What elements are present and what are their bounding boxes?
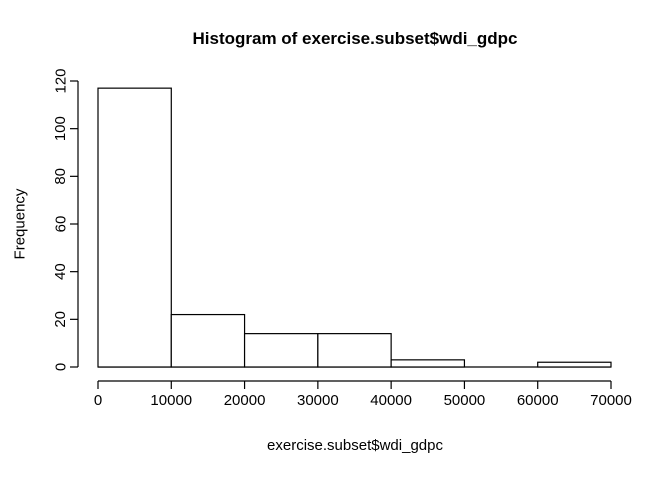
x-tick-label: 70000 <box>590 392 632 409</box>
histogram-bar <box>97 87 172 368</box>
y-tick-label: 120 <box>52 68 69 93</box>
y-tick-label: 0 <box>52 363 69 371</box>
x-tick-label: 0 <box>94 392 102 409</box>
x-tick-label: 20000 <box>224 392 266 409</box>
x-tick-label: 10000 <box>150 392 192 409</box>
histogram-bar <box>317 333 392 368</box>
x-tick-label: 60000 <box>517 392 559 409</box>
x-tick-label: 40000 <box>370 392 412 409</box>
x-axis-label: exercise.subset$wdi_gdpc <box>267 437 443 454</box>
histogram-bar <box>390 359 466 368</box>
y-axis-label: Frequency <box>11 188 29 260</box>
x-tick-label: 50000 <box>444 392 486 409</box>
y-tick-label: 40 <box>52 263 69 280</box>
y-tick-label: 60 <box>52 216 69 233</box>
y-tick-label: 20 <box>52 311 69 328</box>
y-tick-label: 100 <box>52 116 69 141</box>
chart-title: Histogram of exercise.subset$wdi_gdpc <box>192 29 518 48</box>
histogram-bar <box>170 313 246 368</box>
y-tick-label: 80 <box>52 168 69 185</box>
x-tick-label: 30000 <box>297 392 339 409</box>
histogram-bar <box>537 361 612 368</box>
histogram-bar <box>243 333 319 368</box>
